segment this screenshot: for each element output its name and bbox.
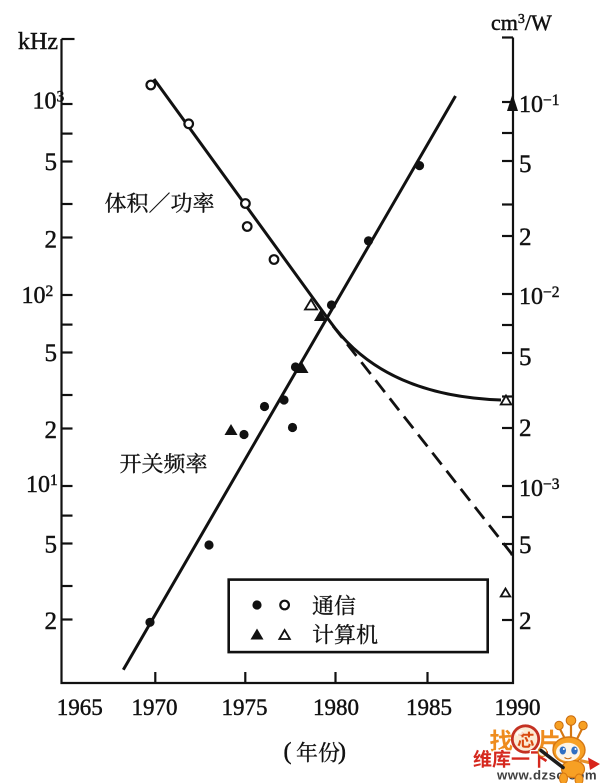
- svg-text:2: 2: [519, 415, 532, 442]
- svg-text:5: 5: [45, 532, 58, 559]
- svg-text:1970: 1970: [132, 695, 178, 720]
- svg-text:5: 5: [519, 151, 532, 178]
- svg-text:1985: 1985: [406, 695, 452, 720]
- svg-text:103: 103: [33, 89, 65, 115]
- svg-text:2: 2: [45, 417, 58, 444]
- svg-text:101: 101: [26, 472, 58, 498]
- svg-text:102: 102: [22, 283, 54, 309]
- svg-text:5: 5: [45, 149, 58, 176]
- svg-text:kHz: kHz: [18, 29, 58, 55]
- svg-text:2: 2: [519, 224, 532, 251]
- svg-text:cm3/W: cm3/W: [491, 10, 552, 35]
- svg-text:2: 2: [519, 608, 532, 635]
- svg-text:10−2: 10−2: [519, 284, 560, 310]
- svg-text:1980: 1980: [313, 695, 359, 720]
- svg-text:): ): [338, 739, 346, 765]
- svg-text:5: 5: [519, 344, 532, 371]
- svg-text:1975: 1975: [222, 695, 268, 720]
- svg-text:10−1: 10−1: [519, 92, 560, 118]
- svg-text:1990: 1990: [495, 695, 541, 720]
- svg-text:5: 5: [519, 532, 532, 559]
- svg-text:10−3: 10−3: [519, 476, 560, 502]
- svg-text:(: (: [284, 739, 292, 765]
- svg-text:5: 5: [45, 340, 58, 367]
- svg-text:2: 2: [45, 227, 58, 254]
- svg-text:2: 2: [45, 608, 58, 635]
- svg-text:1965: 1965: [57, 695, 103, 720]
